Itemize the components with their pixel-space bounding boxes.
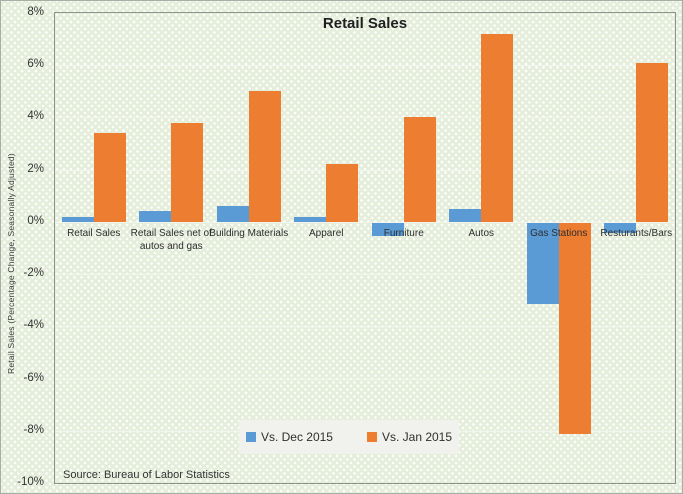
bar-vs-dec-2015[interactable] xyxy=(526,222,559,304)
y-tick-label: -2% xyxy=(23,267,44,280)
legend-swatch-icon xyxy=(245,432,256,442)
y-tick-label: 4% xyxy=(27,110,44,123)
legend-label: Vs. Dec 2015 xyxy=(260,430,333,444)
category-label: Apparel xyxy=(309,227,344,239)
gridline xyxy=(55,221,675,223)
gridline xyxy=(55,326,675,328)
legend-swatch-icon xyxy=(366,432,377,442)
legend-item-vs-dec-2015[interactable]: Vs. Dec 2015 xyxy=(245,430,333,444)
bar-vs-jan-2015[interactable] xyxy=(403,117,436,222)
bar-vs-dec-2015[interactable] xyxy=(449,208,482,222)
bar-vs-dec-2015[interactable] xyxy=(371,222,404,236)
bar-vs-jan-2015[interactable] xyxy=(636,62,669,222)
chart-title: Retail Sales xyxy=(322,15,408,32)
y-tick-label: 0% xyxy=(27,214,44,227)
y-tick-label: -10% xyxy=(17,476,44,488)
source-note: Source: Bureau of Labor Statistics xyxy=(63,469,230,481)
bar-vs-jan-2015[interactable] xyxy=(558,222,591,435)
category-label: Building Materials xyxy=(209,227,289,239)
category-label: Gas Stations xyxy=(530,227,588,239)
bar-vs-jan-2015[interactable] xyxy=(326,164,359,222)
bar-vs-jan-2015[interactable] xyxy=(171,122,204,222)
gridline xyxy=(55,378,675,380)
y-tick-label: -4% xyxy=(23,319,44,332)
category-label: Retail Sales xyxy=(67,227,121,239)
y-tick-label: -6% xyxy=(23,371,44,384)
gridline xyxy=(55,65,675,67)
bar-vs-dec-2015[interactable] xyxy=(216,206,249,222)
bar-vs-dec-2015[interactable] xyxy=(604,222,637,234)
bar-vs-jan-2015[interactable] xyxy=(248,91,281,222)
legend: Vs. Dec 2015 Vs. Jan 2015 xyxy=(239,420,459,454)
bar-vs-jan-2015[interactable] xyxy=(93,133,126,222)
legend-item-vs-jan-2015[interactable]: Vs. Jan 2015 xyxy=(366,430,453,444)
y-tick-label: 8% xyxy=(27,6,44,18)
bar-vs-dec-2015[interactable] xyxy=(139,211,172,222)
y-tick-label: 2% xyxy=(27,162,44,175)
bar-vs-jan-2015[interactable] xyxy=(481,33,514,222)
gridline xyxy=(55,169,675,171)
plot-area: Retail Sales Vs. Dec 2015 Vs. Jan 2015 So… xyxy=(54,12,676,484)
y-tick-label: 6% xyxy=(27,58,44,71)
y-axis: 8% 6% 4% 2% 0% -2% -4% -6% -8% -10% xyxy=(1,6,49,488)
gridline xyxy=(55,117,675,119)
y-tick-label: -8% xyxy=(23,423,44,436)
bar-vs-dec-2015[interactable] xyxy=(61,216,94,222)
category-label: Resturants/Bars xyxy=(600,227,673,239)
gridline xyxy=(55,274,675,276)
legend-label: Vs. Jan 2015 xyxy=(381,430,453,444)
category-label: Retail Sales net of autos and gas xyxy=(130,227,212,252)
category-label: Furniture xyxy=(383,227,424,239)
bar-vs-dec-2015[interactable] xyxy=(294,216,327,222)
category-label: Autos xyxy=(468,227,495,239)
